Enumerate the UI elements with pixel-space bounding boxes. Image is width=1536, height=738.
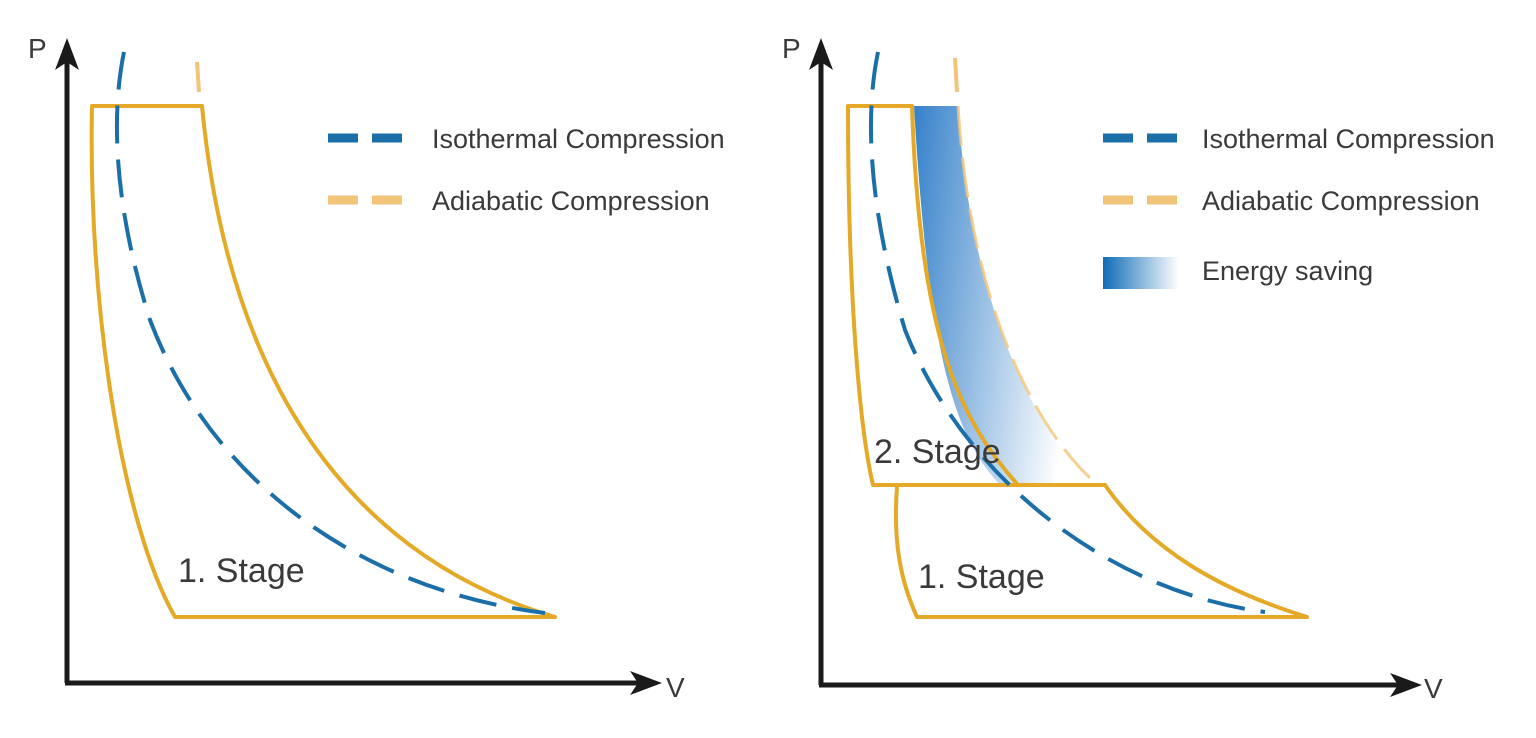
y-axis-label: P [28, 33, 47, 64]
x-axis-arrow-icon [1390, 673, 1422, 697]
stage-1-outline [893, 483, 1309, 619]
legend-energy-saving-label: Energy saving [1202, 256, 1373, 286]
y-axis-arrow-icon [55, 38, 79, 70]
stage-1-label: 1. Stage [178, 552, 305, 590]
x-axis-label: V [1424, 673, 1443, 704]
right-diagram: P V 2. Stage 1. Stage Isothermal Compres… [782, 33, 1495, 704]
adiabatic-top-tick [195, 61, 201, 93]
stage-1-label: 1. Stage [918, 558, 1045, 596]
energy-saving-legend-icon [1103, 257, 1179, 289]
legend-isothermal-label: Isothermal Compression [432, 124, 725, 154]
legend: Isothermal Compression Adiabatic Compres… [328, 124, 725, 216]
adiabatic-top-tick [953, 57, 959, 93]
isothermal-curve [868, 51, 1266, 614]
legend: Isothermal Compression Adiabatic Compres… [1103, 124, 1495, 289]
energy-saving-area [914, 106, 1090, 485]
left-diagram: P V 1. Stage Isothermal Compression Adia… [28, 33, 725, 703]
isothermal-curve [114, 51, 546, 615]
legend-adiabatic-label: Adiabatic Compression [432, 186, 710, 216]
stage-2-outline [846, 104, 1107, 487]
stage-1-outline [89, 104, 557, 619]
x-axis-label: V [666, 672, 685, 703]
y-axis-label: P [782, 33, 801, 64]
legend-isothermal-label: Isothermal Compression [1202, 124, 1495, 154]
legend-adiabatic-label: Adiabatic Compression [1202, 186, 1480, 216]
stage-2-label: 2. Stage [874, 433, 1001, 471]
x-axis-arrow-icon [630, 671, 662, 695]
y-axis-arrow-icon [809, 38, 833, 70]
adiabatic-curve [956, 105, 1092, 480]
